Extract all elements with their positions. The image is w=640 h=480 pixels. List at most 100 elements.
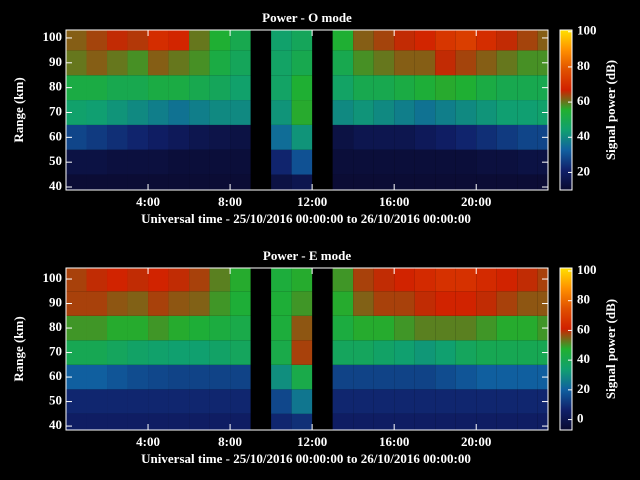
- cell: [496, 291, 518, 316]
- cell: [189, 364, 210, 390]
- x-tick-label: 16:00: [379, 434, 409, 449]
- cell: [107, 174, 128, 190]
- cell: [435, 315, 456, 341]
- cell: [435, 340, 456, 365]
- cell: [148, 315, 169, 341]
- cell: [435, 124, 456, 150]
- cell: [209, 75, 231, 101]
- cell: [148, 389, 169, 414]
- cell: [537, 30, 548, 51]
- cell: [332, 315, 354, 341]
- cell: [394, 364, 415, 390]
- cell: [394, 124, 415, 150]
- cell: [373, 315, 395, 341]
- cell: [189, 174, 210, 190]
- cell: [127, 364, 149, 390]
- plot-frame: [65, 267, 549, 431]
- cell: [353, 340, 374, 365]
- colorbar-label: Signal power (dB): [603, 299, 618, 399]
- cell: [127, 340, 149, 365]
- cell: [373, 340, 395, 365]
- cell: [496, 149, 518, 175]
- cell: [230, 364, 251, 390]
- cell: [517, 364, 538, 390]
- y-tick-label: 40: [49, 178, 62, 193]
- x-tick-label: 8:00: [218, 434, 242, 449]
- cell: [291, 291, 313, 316]
- cell: [189, 315, 210, 341]
- cell: [230, 340, 251, 365]
- cell: [353, 124, 374, 150]
- cell: [476, 340, 497, 365]
- cell: [455, 389, 477, 414]
- cell: [414, 75, 436, 101]
- cell: [435, 389, 456, 414]
- cell: [517, 124, 538, 150]
- x-tick-label: 16:00: [379, 194, 409, 209]
- cell: [435, 413, 456, 430]
- cell: [168, 340, 190, 365]
- cell: [394, 174, 415, 190]
- cell: [373, 149, 395, 175]
- cell: [189, 149, 210, 175]
- cell: [107, 268, 128, 292]
- cell: [230, 124, 251, 150]
- cell: [107, 364, 128, 390]
- x-tick-label: 12:00: [297, 194, 327, 209]
- cell: [66, 124, 87, 150]
- cell: [414, 50, 436, 76]
- cell: [189, 50, 210, 76]
- cell: [394, 30, 415, 51]
- cell: [189, 124, 210, 150]
- cell: [107, 50, 128, 76]
- cell: [86, 174, 108, 190]
- cell: [496, 174, 518, 190]
- cell: [332, 100, 354, 125]
- colorbar: [559, 29, 573, 191]
- cell: [517, 75, 538, 101]
- cell: [107, 75, 128, 101]
- x-tick-label: 20:00: [461, 434, 491, 449]
- cell: [476, 315, 497, 341]
- cell: [66, 340, 87, 365]
- cell: [107, 413, 128, 430]
- cell: [230, 291, 251, 316]
- cell: [86, 268, 108, 292]
- y-tick-label: 100: [43, 29, 63, 44]
- cell: [127, 100, 149, 125]
- cell: [209, 268, 231, 292]
- cell: [517, 100, 538, 125]
- cell: [271, 100, 292, 125]
- cell: [332, 268, 354, 292]
- cell: [168, 413, 190, 430]
- colorbar: [559, 267, 573, 431]
- cell: [86, 50, 108, 76]
- cell: [209, 340, 231, 365]
- cell: [291, 50, 313, 76]
- cell: [107, 315, 128, 341]
- cell: [496, 30, 518, 51]
- cell: [291, 340, 313, 365]
- cell: [517, 268, 538, 292]
- cell: [291, 100, 313, 125]
- cell: [414, 413, 436, 430]
- cell: [517, 389, 538, 414]
- cell: [496, 268, 518, 292]
- cell: [209, 124, 231, 150]
- cell: [517, 149, 538, 175]
- cell: [271, 149, 292, 175]
- cell: [86, 413, 108, 430]
- colorbar-tick-label: 20: [577, 381, 590, 396]
- cell: [476, 50, 497, 76]
- cell: [66, 50, 87, 76]
- cell: [66, 149, 87, 175]
- x-tick-label: 8:00: [218, 194, 242, 209]
- colorbar-tick-label: 0: [577, 411, 584, 426]
- cell: [476, 124, 497, 150]
- cell: [271, 340, 292, 365]
- cell: [66, 75, 87, 101]
- cell: [373, 268, 395, 292]
- cell: [148, 149, 169, 175]
- cell: [455, 364, 477, 390]
- cell: [189, 100, 210, 125]
